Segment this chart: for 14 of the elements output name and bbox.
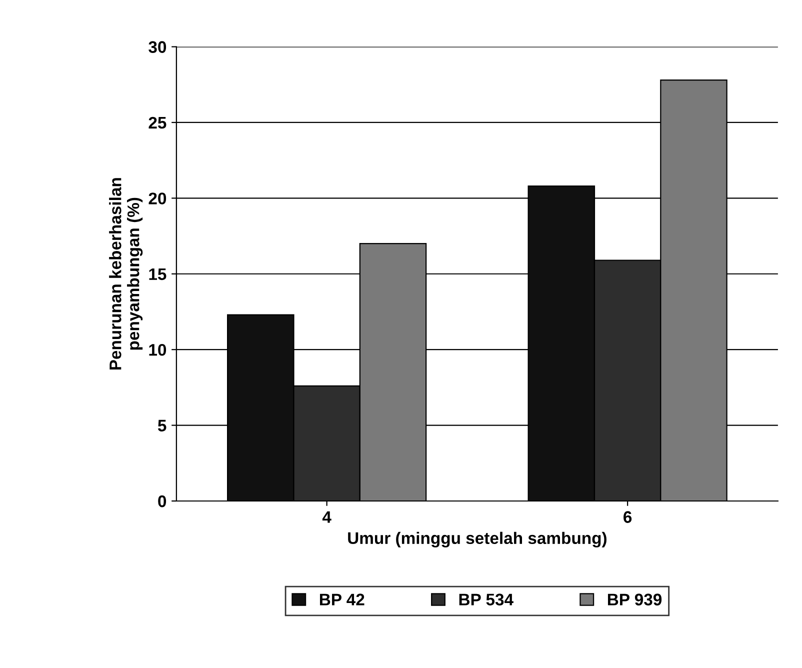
y-tick-label: 5 bbox=[158, 420, 166, 432]
y-tick-label: 10 bbox=[149, 344, 166, 356]
legend-label: BP 42 bbox=[320, 594, 364, 606]
x-axis-title: Umur (minggu setelah sambung) bbox=[348, 532, 606, 548]
x-tick-label: 4 bbox=[322, 511, 332, 523]
x-tick-label: 6 bbox=[624, 511, 632, 523]
y-tick-label: 30 bbox=[148, 41, 166, 53]
y-axis-title: Penurunan keberhasilan penyambungan (%) bbox=[109, 178, 143, 370]
y-tick-label: 15 bbox=[149, 268, 166, 280]
y-tick-label: 25 bbox=[148, 116, 166, 129]
legend-label: BP 939 bbox=[608, 594, 662, 606]
y-tick-label: 0 bbox=[158, 495, 166, 508]
legend-label: BP 534 bbox=[459, 594, 514, 606]
y-tick-label: 20 bbox=[148, 192, 166, 204]
